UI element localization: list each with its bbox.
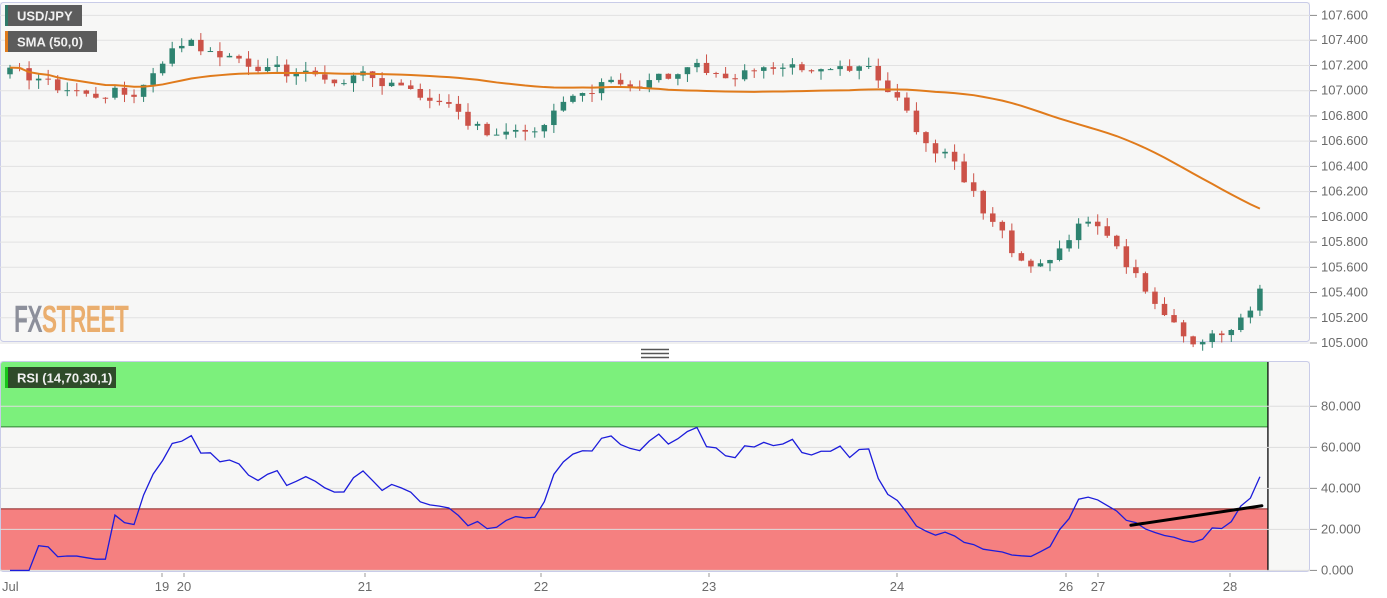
svg-text:106.600: 106.600	[1321, 133, 1368, 148]
svg-text:28: 28	[1223, 579, 1237, 594]
svg-text:27: 27	[1091, 579, 1105, 594]
svg-text:40.000: 40.000	[1321, 480, 1361, 495]
svg-text:107.200: 107.200	[1321, 57, 1368, 72]
svg-text:107.400: 107.400	[1321, 32, 1368, 47]
svg-text:24: 24	[890, 579, 904, 594]
svg-text:FXSTREET: FXSTREET	[14, 298, 129, 340]
svg-text:106.800: 106.800	[1321, 108, 1368, 123]
svg-text:106.000: 106.000	[1321, 209, 1368, 224]
svg-text:19: 19	[155, 579, 169, 594]
svg-text:SMA (50,0): SMA (50,0)	[17, 35, 83, 50]
svg-text:105.600: 105.600	[1321, 259, 1368, 274]
svg-text:106.200: 106.200	[1321, 184, 1368, 199]
svg-text:60.000: 60.000	[1321, 439, 1361, 454]
svg-text:107.600: 107.600	[1321, 7, 1368, 22]
svg-text:0.000: 0.000	[1321, 562, 1354, 577]
svg-text:22: 22	[534, 579, 548, 594]
svg-text:20: 20	[177, 579, 191, 594]
svg-text:RSI (14,70,30,1): RSI (14,70,30,1)	[17, 371, 112, 386]
svg-text:105.000: 105.000	[1321, 335, 1368, 350]
svg-text:21: 21	[358, 579, 372, 594]
svg-text:Jul: Jul	[2, 579, 19, 594]
svg-text:26: 26	[1059, 579, 1073, 594]
svg-text:20.000: 20.000	[1321, 521, 1361, 536]
svg-text:105.400: 105.400	[1321, 285, 1368, 300]
svg-text:USD/JPY: USD/JPY	[17, 9, 73, 24]
svg-text:106.400: 106.400	[1321, 158, 1368, 173]
svg-text:80.000: 80.000	[1321, 398, 1361, 413]
svg-text:107.000: 107.000	[1321, 83, 1368, 98]
svg-text:23: 23	[702, 579, 716, 594]
svg-text:105.800: 105.800	[1321, 234, 1368, 249]
svg-text:105.200: 105.200	[1321, 310, 1368, 325]
